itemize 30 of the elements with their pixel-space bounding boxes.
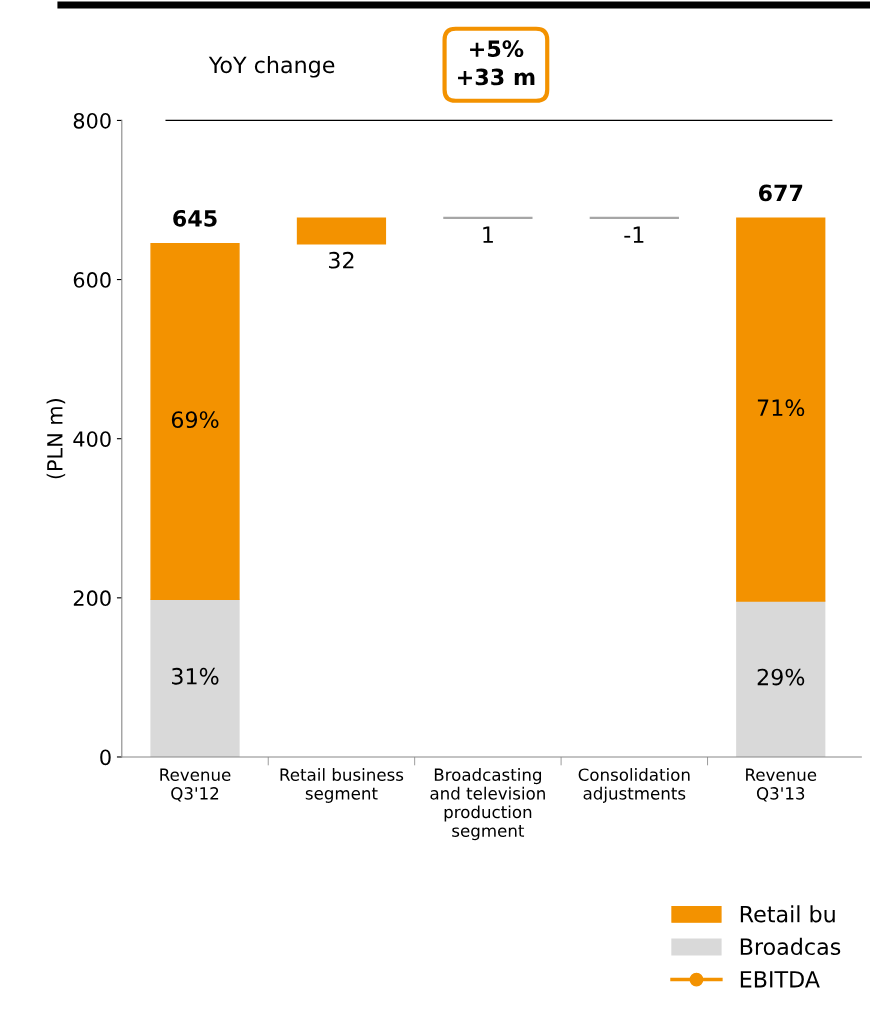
x-tick-label: Revenue Q3'13: [746, 768, 817, 802]
annotation: 31%: [172, 667, 219, 685]
annotation: 71%: [757, 399, 805, 417]
total-label: 645: [173, 209, 217, 227]
text: YoY change: [208, 56, 335, 78]
bar: [736, 217, 826, 602]
y-tick-label: 400: [73, 431, 111, 447]
bar: [296, 217, 387, 245]
data-label: 32: [329, 251, 354, 269]
x-tick-label: Retail business segment: [280, 768, 404, 803]
data-label: 1: [483, 226, 493, 243]
bar: [736, 600, 826, 757]
x-tick-label: Revenue Q3'12: [160, 768, 231, 802]
total-label: 677: [758, 184, 803, 202]
x-tick-label: Broadcasting and television production segment: [430, 768, 545, 841]
y-tick-label: 600: [73, 272, 111, 288]
data-label: -1: [624, 226, 644, 243]
legend-label: Retail bu: [740, 905, 835, 923]
x-tick-label: Consolidation adjustments: [578, 768, 690, 803]
bar: [150, 598, 240, 757]
bar: [150, 243, 240, 601]
y-tick-label: 800: [73, 112, 111, 129]
y-tick-label: 200: [73, 590, 111, 607]
legend-label: Broadcas: [740, 937, 841, 956]
y-tick-label: 0: [100, 749, 111, 766]
annotation: 29%: [757, 668, 805, 686]
legend-label: EBITDA: [740, 971, 820, 988]
annotation: 69%: [171, 411, 219, 429]
text: +5% +33 m: [458, 40, 535, 86]
y-axis-title: (PLN m): [46, 399, 66, 479]
